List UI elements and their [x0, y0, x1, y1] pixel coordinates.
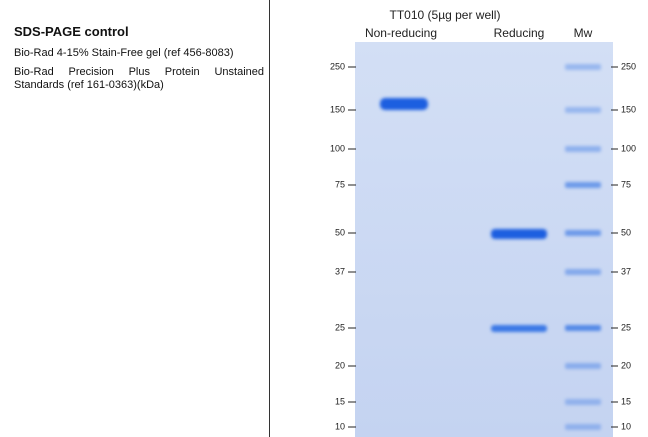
- gel-figure: TT010 (5µg per well) Non-reducing Reduci…: [0, 0, 648, 437]
- marker-label-left: 10: [335, 421, 345, 431]
- marker-label-left: 250: [330, 61, 345, 71]
- marker-label-right: 100: [621, 143, 636, 153]
- marker-band: [565, 424, 601, 430]
- marker-label-right: 10: [621, 421, 631, 431]
- marker-band: [565, 399, 601, 405]
- marker-band: [565, 269, 601, 275]
- page: SDS-PAGE control Bio-Rad 4-15% Stain-Fre…: [0, 0, 648, 437]
- marker-label-left: 20: [335, 360, 345, 370]
- marker-band: [565, 325, 601, 331]
- marker-label-left: 100: [330, 143, 345, 153]
- marker-label-right: 50: [621, 227, 631, 237]
- marker-label-left: 75: [335, 179, 345, 189]
- lane-label: Non-reducing: [365, 26, 437, 40]
- marker-label-right: 250: [621, 61, 636, 71]
- band: [491, 229, 547, 239]
- gel-header: TT010 (5µg per well): [390, 8, 501, 22]
- marker-label-left: 37: [335, 266, 345, 276]
- marker-band: [565, 182, 601, 188]
- marker-label-right: 150: [621, 104, 636, 114]
- marker-label-right: 37: [621, 266, 631, 276]
- marker-label-left: 25: [335, 322, 345, 332]
- marker-label-left: 15: [335, 396, 345, 406]
- marker-band: [565, 230, 601, 236]
- marker-label-right: 25: [621, 322, 631, 332]
- marker-label-right: 15: [621, 396, 631, 406]
- band: [491, 325, 547, 332]
- marker-label-left: 150: [330, 104, 345, 114]
- marker-band: [565, 107, 601, 113]
- lane-label: Mw: [574, 26, 593, 40]
- marker-band: [565, 146, 601, 152]
- marker-band: [565, 64, 601, 70]
- marker-label-right: 75: [621, 179, 631, 189]
- marker-band: [565, 363, 601, 369]
- lane-label: Reducing: [494, 26, 545, 40]
- band: [380, 98, 428, 110]
- marker-label-right: 20: [621, 360, 631, 370]
- marker-label-left: 50: [335, 227, 345, 237]
